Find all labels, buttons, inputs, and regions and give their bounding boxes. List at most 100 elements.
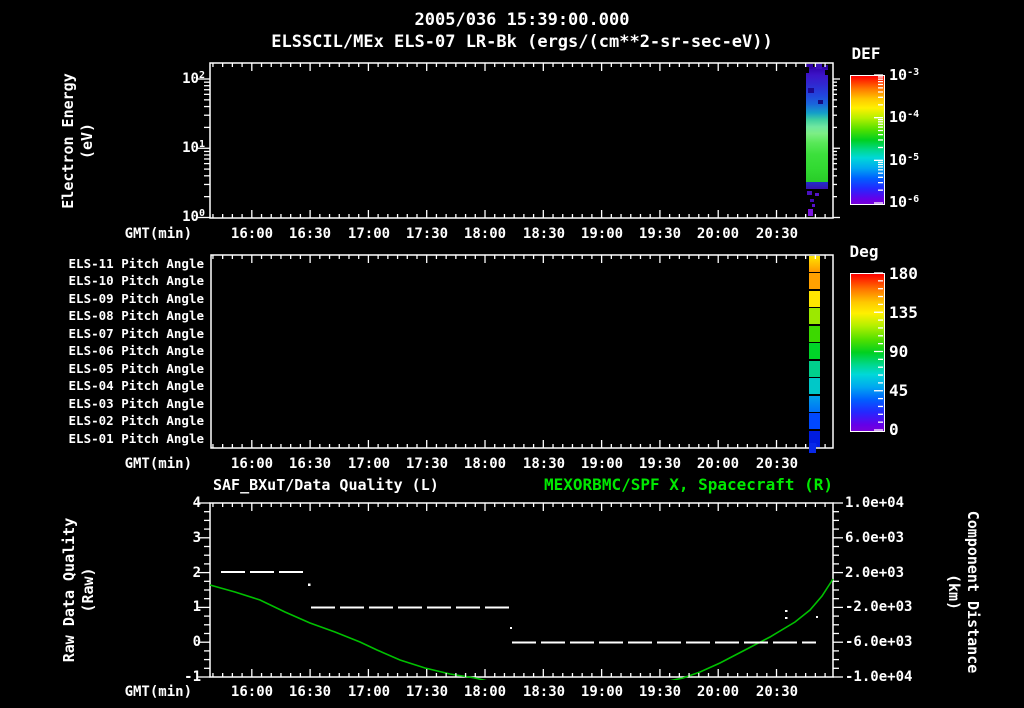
component-distance-axis-label: Component Distance (km) — [944, 511, 982, 674]
pitch-frame — [210, 254, 834, 449]
p1-xtick: 16:30 — [288, 226, 332, 242]
pitch-cell-els07 — [809, 326, 820, 342]
spectrogram-frame — [209, 62, 834, 219]
p3-xtick: 18:30 — [522, 684, 566, 700]
p1-xtick: 19:00 — [580, 226, 624, 242]
pitch-cell-els08 — [809, 308, 820, 324]
row-label-els09: ELS-09 Pitch Angle — [68, 291, 204, 306]
p1-xtick: 17:30 — [405, 226, 449, 242]
p1-xtick: 16:00 — [230, 226, 274, 242]
p3-ytick-right: -6.0e+03 — [845, 634, 913, 650]
quality-title-right: MEXORBMC/SPF X, Spacecraft (R) — [544, 475, 833, 494]
raw-quality-axis-label: Raw Data Quality (Raw) — [60, 518, 98, 663]
deg-tick-45: 45 — [889, 381, 909, 400]
row-label-els04: ELS-04 Pitch Angle — [68, 378, 204, 393]
spectrogram-burst — [806, 67, 828, 182]
p3-ytick-right: -1.0e+04 — [845, 669, 913, 685]
p3-ytick-left: 3 — [192, 530, 201, 546]
pitch-cell-els04 — [809, 378, 820, 394]
p2-xtick: 18:30 — [522, 456, 566, 472]
row-label-els06: ELS-06 Pitch Angle — [68, 343, 204, 358]
row-label-els02: ELS-02 Pitch Angle — [68, 413, 204, 428]
row-label-els05: ELS-05 Pitch Angle — [68, 361, 204, 376]
p3-ytick-left: 2 — [192, 565, 201, 581]
deg-colorbar — [850, 273, 885, 432]
spectrogram-burst-speck — [812, 204, 815, 207]
p1-xtick: 18:00 — [463, 226, 507, 242]
row-label-els07: ELS-07 Pitch Angle — [68, 326, 204, 341]
spectrogram-burst-speck — [807, 191, 812, 195]
p2-gmt-label: GMT(min) — [124, 456, 192, 472]
p3-xtick: 20:00 — [696, 684, 740, 700]
spectrogram-burst-speck — [815, 193, 819, 196]
p3-ytick-left: 1 — [192, 599, 201, 615]
pitch-axis-speck — [809, 443, 816, 453]
raw-quality-axis-label-line1: Raw Data Quality — [60, 517, 78, 663]
p1-xtick: 18:30 — [522, 226, 566, 242]
row-label-els10: ELS-10 Pitch Angle — [68, 273, 204, 288]
spectrogram-burst-ragged-top — [824, 65, 828, 69]
spectrogram-burst-speck — [810, 199, 814, 202]
pitch-cell-els10 — [809, 273, 820, 289]
spectrogram-burst-notch — [825, 70, 828, 75]
row-label-els03: ELS-03 Pitch Angle — [68, 396, 204, 411]
quality-point — [785, 617, 788, 619]
p2-xtick: 19:00 — [580, 456, 624, 472]
component-distance-axis-label-line2: (km) — [945, 573, 963, 611]
p1-ytick-1e2: 102 — [182, 70, 205, 88]
p1-xtick: 17:00 — [347, 226, 391, 242]
quality-point — [308, 583, 311, 586]
pitch-cell-els02 — [809, 413, 820, 429]
spectrogram-burst-bottom-band — [806, 182, 828, 189]
p3-ytick-right: -2.0e+03 — [845, 599, 913, 615]
p3-xtick: 18:00 — [463, 684, 507, 700]
p3-xtick: 17:30 — [405, 684, 449, 700]
p1-xtick: 20:30 — [755, 226, 799, 242]
quality-point — [510, 627, 512, 629]
p2-xtick: 17:30 — [405, 456, 449, 472]
spectrogram-burst-dark-patch — [808, 88, 814, 93]
p2-xtick: 20:30 — [755, 456, 799, 472]
quality-title-left: SAF_BXuT/Data Quality (L) — [213, 476, 439, 494]
spectrogram-burst-dark-patch — [818, 100, 823, 104]
p2-xtick: 17:00 — [347, 456, 391, 472]
p3-gmt-label: GMT(min) — [124, 684, 192, 700]
p2-xtick: 16:30 — [288, 456, 332, 472]
p3-ytick-right: 2.0e+03 — [845, 565, 905, 581]
deg-tick-90: 90 — [889, 342, 909, 361]
pitch-cell-els06 — [809, 343, 820, 359]
p3-ytick-right: 1.0e+04 — [845, 495, 905, 511]
p1-ytick-1e1: 101 — [182, 139, 205, 157]
p2-xtick: 20:00 — [696, 456, 740, 472]
distance-curve — [209, 578, 834, 680]
deg-tick-0: 0 — [889, 420, 899, 439]
def-tick-1e-4: 10-4 — [889, 108, 920, 126]
p3-ytick-left: 0 — [192, 634, 201, 650]
p3-xtick: 17:00 — [347, 684, 391, 700]
p1-gmt-label: GMT(min) — [124, 226, 192, 242]
row-label-els01: ELS-01 Pitch Angle — [68, 431, 204, 446]
row-label-els11: ELS-11 Pitch Angle — [68, 256, 204, 271]
p3-xtick: 19:00 — [580, 684, 624, 700]
pitch-cell-els01 — [809, 431, 820, 447]
pitch-cell-els11 — [809, 256, 820, 272]
p2-xtick: 18:00 — [463, 456, 507, 472]
pitch-cell-els09 — [809, 291, 820, 307]
def-tick-1e-6: 10-6 — [889, 193, 920, 211]
deg-colorbar-title: Deg — [849, 242, 879, 261]
spectrogram-axis-speck — [808, 209, 813, 216]
raw-quality-axis-label-line2: (Raw) — [79, 567, 97, 613]
row-label-els08: ELS-08 Pitch Angle — [68, 308, 204, 323]
p2-xtick: 19:30 — [638, 456, 682, 472]
p3-xtick: 16:30 — [288, 684, 332, 700]
p1-ytick-1e0: 100 — [182, 208, 205, 226]
p3-ytick-right: 6.0e+03 — [845, 530, 905, 546]
p3-ytick-left: -1 — [184, 669, 201, 685]
p2-xtick: 16:00 — [230, 456, 274, 472]
pitch-cell-els05 — [809, 361, 820, 377]
p3-xtick: 16:00 — [230, 684, 274, 700]
pitch-cell-els03 — [809, 396, 820, 412]
quality-point — [816, 616, 818, 618]
deg-tick-180: 180 — [889, 264, 918, 283]
